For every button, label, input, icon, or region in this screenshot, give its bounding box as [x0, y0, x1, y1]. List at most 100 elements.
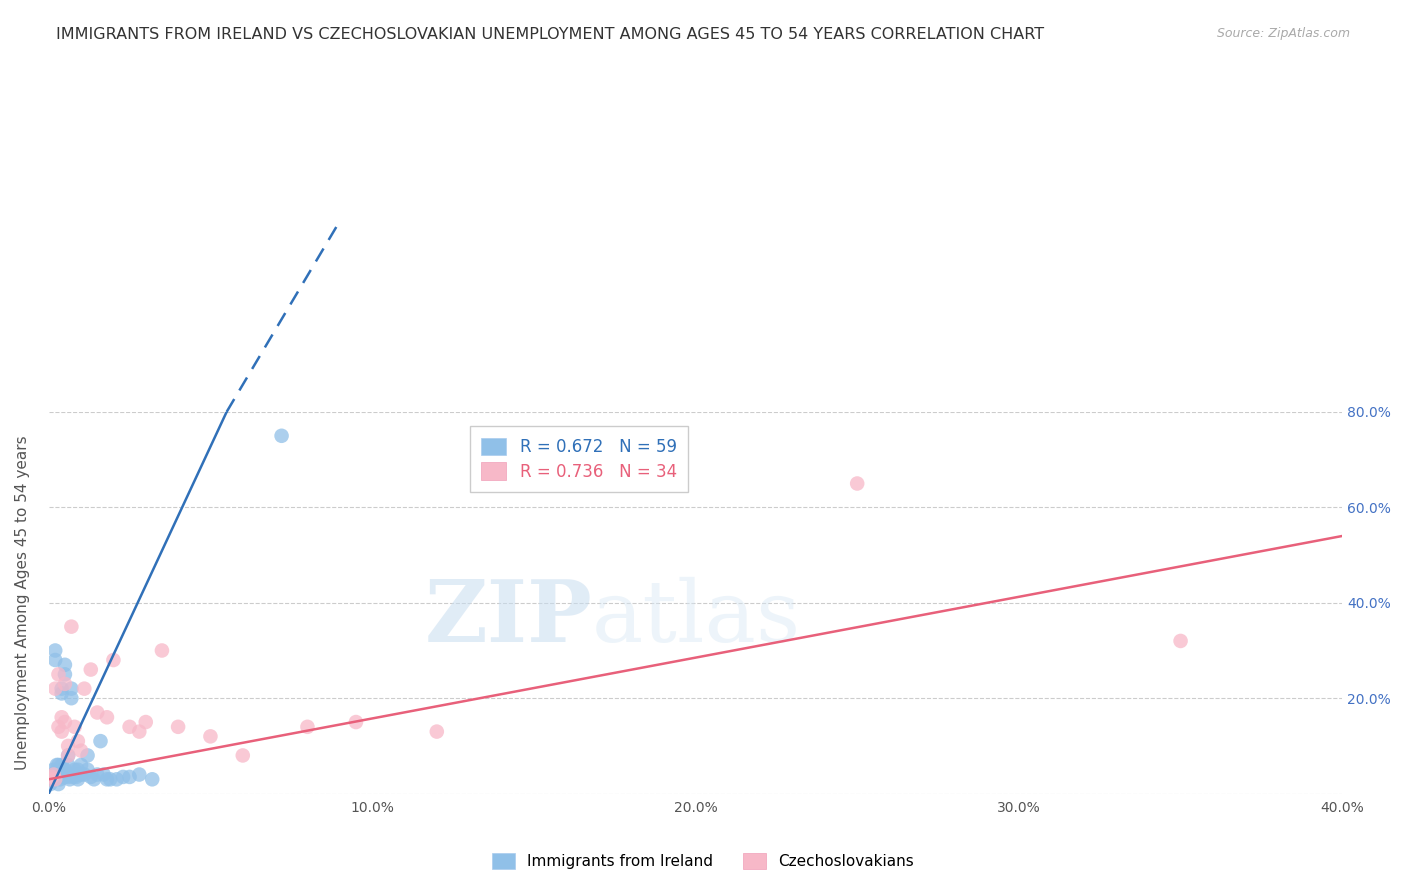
Point: [48, 767, 70, 781]
Point: [66, 767, 89, 781]
Point: [51, 681, 73, 696]
Point: [167, 720, 190, 734]
Point: [86, 767, 108, 781]
Point: [70, 758, 93, 772]
Point: [42, 767, 65, 781]
Point: [96, 710, 118, 724]
Point: [39, 772, 62, 787]
Point: [51, 710, 73, 724]
Point: [53, 667, 76, 681]
Point: [63, 720, 86, 734]
Point: [73, 681, 96, 696]
Point: [56, 748, 79, 763]
Point: [59, 772, 82, 787]
Point: [297, 720, 319, 734]
Point: [93, 767, 115, 781]
Point: [344, 714, 367, 729]
Point: [45, 758, 67, 772]
Point: [80, 770, 103, 784]
Point: [48, 777, 70, 791]
Point: [76, 763, 98, 777]
Point: [41, 772, 63, 787]
Point: [44, 653, 66, 667]
Point: [128, 767, 150, 781]
Point: [49, 772, 72, 787]
Legend: R = 0.672   N = 59, R = 0.736   N = 34: R = 0.672 N = 59, R = 0.736 N = 34: [470, 426, 689, 492]
Point: [53, 714, 76, 729]
Point: [44, 681, 66, 696]
Point: [48, 667, 70, 681]
Point: [48, 720, 70, 734]
Point: [141, 772, 163, 787]
Point: [150, 643, 173, 657]
Point: [56, 770, 79, 784]
Point: [118, 770, 141, 784]
Point: [128, 724, 150, 739]
Point: [44, 767, 66, 781]
Text: atlas: atlas: [592, 576, 801, 659]
Point: [846, 476, 869, 491]
Point: [44, 643, 66, 657]
Point: [96, 772, 118, 787]
Legend: Immigrants from Ireland, Czechoslovakians: Immigrants from Ireland, Czechoslovakian…: [485, 847, 921, 875]
Text: Source: ZipAtlas.com: Source: ZipAtlas.com: [1216, 27, 1350, 40]
Point: [112, 770, 135, 784]
Point: [103, 653, 125, 667]
Point: [70, 744, 93, 758]
Point: [63, 763, 86, 777]
Point: [200, 730, 222, 744]
Point: [42, 763, 65, 777]
Point: [73, 767, 96, 781]
Point: [53, 677, 76, 691]
Point: [105, 772, 128, 787]
Point: [60, 620, 83, 634]
Point: [76, 748, 98, 763]
Point: [66, 772, 89, 787]
Point: [62, 770, 84, 784]
Point: [426, 724, 449, 739]
Point: [45, 770, 67, 784]
Point: [48, 758, 70, 772]
Point: [60, 691, 83, 706]
Point: [51, 767, 73, 781]
Point: [83, 772, 105, 787]
Point: [56, 748, 79, 763]
Point: [89, 734, 111, 748]
Point: [42, 772, 65, 787]
Point: [51, 758, 73, 772]
Text: ZIP: ZIP: [425, 576, 592, 660]
Point: [39, 777, 62, 791]
Point: [41, 772, 63, 787]
Point: [51, 724, 73, 739]
Point: [86, 706, 108, 720]
Point: [98, 772, 121, 787]
Point: [270, 429, 292, 443]
Point: [41, 767, 63, 781]
Point: [135, 714, 157, 729]
Point: [41, 770, 63, 784]
Point: [60, 681, 83, 696]
Point: [66, 734, 89, 748]
Point: [80, 663, 103, 677]
Point: [48, 770, 70, 784]
Point: [53, 763, 76, 777]
Point: [44, 772, 66, 787]
Point: [41, 767, 63, 781]
Point: [51, 686, 73, 700]
Y-axis label: Unemployment Among Ages 45 to 54 years: Unemployment Among Ages 45 to 54 years: [15, 435, 30, 770]
Point: [56, 758, 79, 772]
Point: [63, 767, 86, 781]
Point: [70, 767, 93, 781]
Point: [232, 748, 254, 763]
Point: [56, 767, 79, 781]
Point: [53, 657, 76, 672]
Point: [65, 770, 87, 784]
Point: [118, 720, 141, 734]
Point: [66, 763, 89, 777]
Point: [56, 739, 79, 753]
Point: [49, 763, 72, 777]
Point: [53, 770, 76, 784]
Point: [1170, 634, 1192, 648]
Text: IMMIGRANTS FROM IRELAND VS CZECHOSLOVAKIAN UNEMPLOYMENT AMONG AGES 45 TO 54 YEAR: IMMIGRANTS FROM IRELAND VS CZECHOSLOVAKI…: [56, 27, 1045, 42]
Point: [52, 770, 75, 784]
